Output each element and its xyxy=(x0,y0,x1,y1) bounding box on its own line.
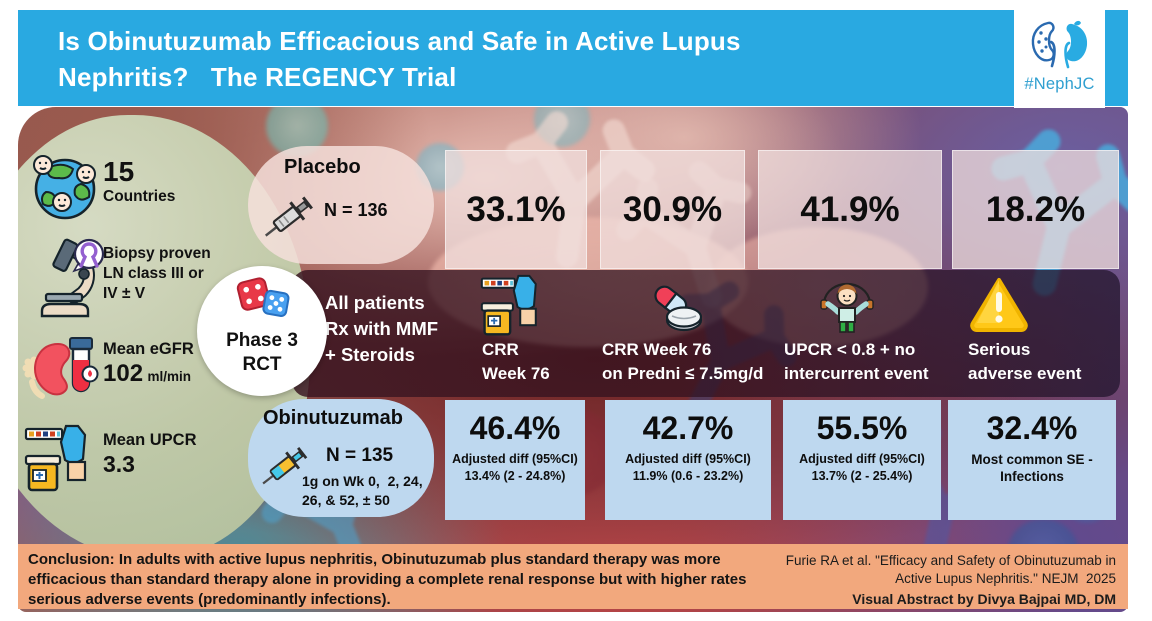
placebo-name: Placebo xyxy=(284,156,361,178)
fact-biopsy: Biopsy proven LN class III or IV ± V xyxy=(103,245,211,302)
urine-dipstick-icon xyxy=(24,424,87,492)
placebo-result-sae: 18.2% xyxy=(952,150,1119,269)
title-bar: Is Obinutuzumab Efficacious and Safe in … xyxy=(18,10,1128,106)
phase-badge: Phase 3 RCT xyxy=(197,266,327,396)
obinutuzumab-result-crr: 46.4% Adjusted diff (95%CI) 13.4% (2 - 2… xyxy=(445,400,585,520)
outcome-upcr-label: UPCR < 0.8 + no intercurrent event xyxy=(784,340,929,383)
phase-line1: Phase 3 xyxy=(226,330,298,351)
outcome-crr-predni-label: CRR Week 76 on Predni ≤ 7.5mg/d xyxy=(602,340,764,383)
obinutuzumab-n: N = 135 xyxy=(326,445,394,466)
placebo-result-crr-predni: 30.9% xyxy=(600,150,745,269)
syringe-icon xyxy=(264,196,313,237)
child-skipping-icon xyxy=(820,282,874,333)
countries-value: 15 xyxy=(103,156,135,187)
result-note: Most common SE - Infections xyxy=(971,452,1093,484)
pills-icon xyxy=(654,285,703,332)
result-note: Adjusted diff (95%CI) 13.7% (2 - 25.4%) xyxy=(799,452,925,483)
treatment-note: All patients Rx with MMF + Steroids xyxy=(325,292,439,365)
page-title: Is Obinutuzumab Efficacious and Safe in … xyxy=(58,26,741,92)
nephjc-logo-card: #NephJC xyxy=(1014,5,1105,108)
obinutuzumab-card: Obinutuzumab N = 135 1g on Wk 0, 2, 24, … xyxy=(248,399,434,517)
fact-egfr: Mean eGFR 102 ml/min xyxy=(103,339,194,388)
obinutuzumab-result-sae: 32.4% Most common SE - Infections xyxy=(948,400,1116,520)
citation-block: Furie RA et al. "Efficacy and Safety of … xyxy=(768,544,1128,609)
placebo-card: Placebo N = 136 xyxy=(248,146,434,264)
kidney-vial-icon xyxy=(22,337,99,399)
fact-upcr: Mean UPCR 3.3 xyxy=(103,430,197,478)
nephjc-tag: #NephJC xyxy=(1024,74,1095,93)
result-note: Adjusted diff (95%CI) 13.4% (2 - 24.8%) xyxy=(452,452,578,483)
result-value: 32.4% xyxy=(986,410,1078,446)
outcome-sae-label: Serious adverse event xyxy=(968,340,1082,383)
placebo-result-crr: 33.1% xyxy=(445,150,587,269)
obinutuzumab-dosing: 1g on Wk 0, 2, 24, 26, & 52, ± 50 xyxy=(302,473,423,508)
obinutuzumab-result-crr-predni: 42.7% Adjusted diff (95%CI) 11.9% (0.6 -… xyxy=(605,400,771,520)
footer-bar: Conclusion: In adults with active lupus … xyxy=(18,544,1128,609)
person-face xyxy=(33,155,53,175)
fact-countries: 15 Countries xyxy=(103,157,175,206)
result-value: 55.5% xyxy=(816,410,908,446)
conclusion-text: Conclusion: In adults with active lupus … xyxy=(28,551,747,608)
syringe-icon xyxy=(262,447,308,485)
credit-text: Visual Abstract by Divya Bajpai MD, DM xyxy=(852,591,1116,607)
dice-icon xyxy=(236,277,290,317)
outcomes-band: All patients Rx with MMF + Steroids CRR … xyxy=(292,270,1120,397)
result-value: 42.7% xyxy=(642,410,734,446)
kidneys-icon xyxy=(1031,20,1087,68)
egfr-label: Mean eGFR xyxy=(103,340,194,358)
citation-text: Furie RA et al. "Efficacy and Safety of … xyxy=(785,553,1116,586)
upcr-label: Mean UPCR xyxy=(103,431,197,449)
urine-dipstick-icon xyxy=(480,274,537,336)
result-note: Adjusted diff (95%CI) 11.9% (0.6 - 23.2%… xyxy=(625,452,751,483)
egfr-value: 102 xyxy=(103,360,144,387)
countries-label: Countries xyxy=(103,188,176,205)
outcome-crr-label: CRR Week 76 xyxy=(482,340,550,383)
placebo-result-upcr: 41.9% xyxy=(758,150,942,269)
egfr-unit: ml/min xyxy=(147,369,192,384)
result-value: 46.4% xyxy=(469,410,561,446)
obinutuzumab-name: Obinutuzumab xyxy=(263,407,403,429)
microscope-icon xyxy=(40,238,105,318)
placebo-n: N = 136 xyxy=(324,200,388,220)
warning-icon xyxy=(970,278,1028,332)
globe-people-icon xyxy=(33,155,96,220)
phase-line2: RCT xyxy=(242,354,282,375)
obinutuzumab-result-upcr: 55.5% Adjusted diff (95%CI) 13.7% (2 - 2… xyxy=(783,400,941,520)
upcr-value: 3.3 xyxy=(103,451,135,477)
